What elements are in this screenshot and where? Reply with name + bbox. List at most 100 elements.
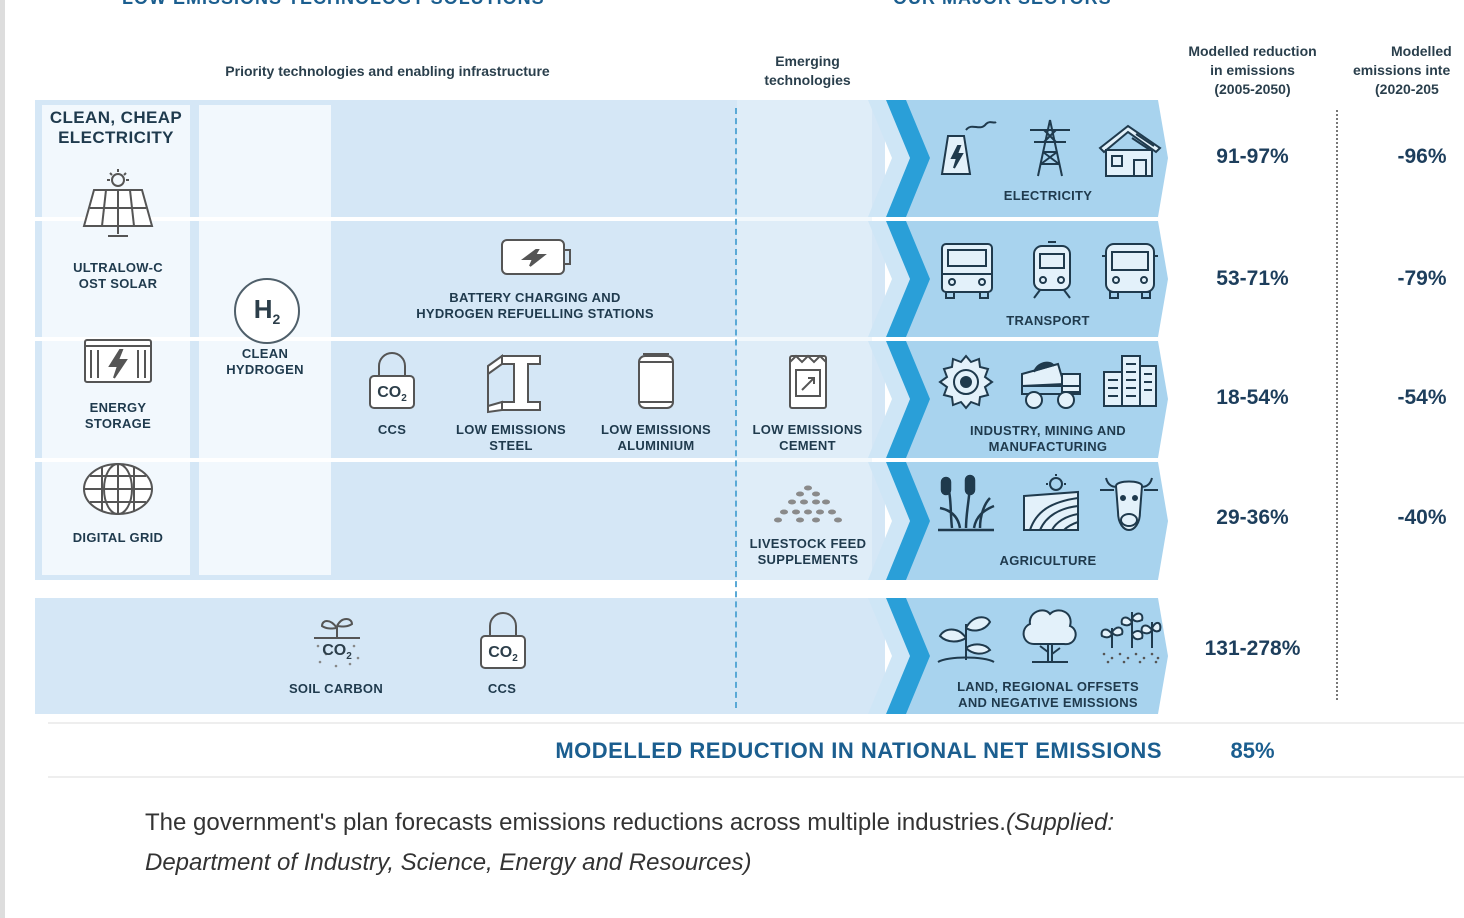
steel-beam-icon <box>484 352 546 414</box>
cement-label-line1: LOW EMISSIONS <box>752 422 863 437</box>
summary-bottom-rule <box>48 776 1464 778</box>
industry-label-line2: MANUFACTURING <box>988 439 1108 454</box>
storage-label-line1: ENERGY <box>89 400 147 415</box>
power-station-icon <box>936 118 998 178</box>
tree-icon <box>1018 604 1080 666</box>
reduction-land: 131-278% <box>1204 637 1301 660</box>
battery-label-line2: HYDROGEN REFUELLING STATIONS <box>416 306 654 321</box>
co2-lock-text: CO2 <box>370 384 414 404</box>
intensity-header-line3: (2020-205 <box>1375 81 1439 97</box>
clean-hydrogen-label: CLEAN HYDROGEN <box>199 346 331 378</box>
aluminium-label-line2: ALUMINIUM <box>617 438 695 453</box>
right-section-title: OUR MAJOR SECTORS <box>893 0 1112 9</box>
land-label-line1: LAND, REGIONAL OFFSETS <box>957 679 1139 694</box>
intensity-transport: -79% <box>1397 267 1447 290</box>
reduction-column-header: Modelled reduction in emissions (2005-20… <box>1170 42 1335 99</box>
co2-lock-text-land: CO2 <box>481 644 525 664</box>
solar-panel-icon <box>80 168 156 242</box>
hydrogen-label-line1: CLEAN <box>241 346 289 361</box>
co2-land-sub: 2 <box>512 653 518 665</box>
co2-land-main: CO <box>488 644 513 661</box>
clean-cheap-electricity-heading: CLEAN, CHEAP ELECTRICITY <box>42 108 190 148</box>
clean-cheap-line2: ELECTRICITY <box>58 128 174 147</box>
caption-text: The government's plan forecasts emission… <box>145 809 1006 836</box>
hydrogen-symbol: H <box>253 294 273 324</box>
battery-charging-icon <box>500 236 572 278</box>
caption-source-line1: (Supplied: <box>1005 809 1115 836</box>
reduction-electricity: 91-97% <box>1216 145 1289 168</box>
battery-charging-label: BATTERY CHARGING AND HYDROGEN REFUELLING… <box>390 290 680 322</box>
factory-buildings-icon <box>1100 352 1160 410</box>
reduction-transport: 53-71% <box>1216 267 1289 290</box>
steel-label-line2: STEEL <box>489 438 533 453</box>
cow-icon <box>1098 472 1160 534</box>
battery-label-line1: BATTERY CHARGING AND <box>449 290 621 305</box>
digital-grid-label: DIGITAL GRID <box>72 530 164 545</box>
low-emissions-cement-label: LOW EMISSIONS CEMENT <box>740 422 875 454</box>
cement-bag-icon <box>786 352 830 412</box>
train-icon <box>1030 240 1074 302</box>
page-left-border <box>0 0 5 918</box>
industry-label-line1: INDUSTRY, MINING AND <box>970 423 1126 438</box>
land-label-line2: AND NEGATIVE EMISSIONS <box>958 695 1138 710</box>
priority-column-header: Priority technologies and enabling infra… <box>225 63 550 79</box>
reduction-header-line3: (2005-2050) <box>1214 81 1291 97</box>
solar-label-line2: OST SOLAR <box>78 276 158 291</box>
caption-source-line2: Department of Industry, Science, Energy … <box>145 849 752 876</box>
seedling-icon <box>934 604 998 666</box>
left-section-title: LOW EMISSIONS TECHNOLOGY SOLUTIONS <box>122 0 545 9</box>
livestock-feed-label: LIVESTOCK FEED SUPPLEMENTS <box>738 536 878 568</box>
soil-co2-sub: 2 <box>346 651 352 663</box>
feed-label-line2: SUPPLEMENTS <box>757 552 859 567</box>
intensity-industry: -54% <box>1397 386 1447 409</box>
summary-top-rule <box>48 722 1464 724</box>
soil-co2-text: CO2 <box>316 642 358 662</box>
aluminium-can-icon <box>635 350 677 412</box>
farm-field-icon <box>1020 472 1082 534</box>
reduction-agriculture: 29-36% <box>1216 506 1289 529</box>
solar-house-icon <box>1096 120 1164 180</box>
table-divider <box>1336 110 1338 700</box>
land-technology-panel <box>35 598 885 714</box>
emerging-header-line1: Emerging <box>775 53 840 69</box>
hydrogen-icon: H2 <box>234 278 300 344</box>
crops-icon <box>1098 604 1162 666</box>
emerging-header-line2: technologies <box>764 72 851 88</box>
ccs-land-label: CCS <box>487 681 517 696</box>
gear-icon <box>936 352 996 412</box>
solar-label: ULTRALOW-C OST SOLAR <box>42 260 194 292</box>
emerging-column-header: Emerging technologies <box>740 52 875 90</box>
soil-carbon-icon <box>310 612 364 670</box>
intensity-column-header: Modelled emissions inte (2020-205 <box>1345 42 1464 99</box>
sector-electricity-label: ELECTRICITY <box>1003 188 1093 203</box>
sector-agriculture-label: AGRICULTURE <box>999 553 1097 568</box>
sector-transport-label: TRANSPORT <box>1006 313 1090 328</box>
row-separator-3 <box>35 458 1170 462</box>
truck-icon <box>938 240 996 302</box>
image-caption: The government's plan forecasts emission… <box>145 803 1345 883</box>
emerging-divider <box>735 108 737 708</box>
ccs-label: CCS <box>377 422 407 437</box>
summary-value: 85% <box>1230 738 1275 763</box>
reduction-header-line1: Modelled reduction <box>1188 43 1317 59</box>
low-emissions-steel-label: LOW EMISSIONS STEEL <box>446 422 576 454</box>
solar-label-line1: ULTRALOW-C <box>73 260 163 275</box>
bus-icon <box>1100 240 1160 302</box>
transmission-tower-icon <box>1026 118 1074 178</box>
co2-sub: 2 <box>401 393 407 405</box>
intensity-header-line2: emissions inte <box>1353 62 1451 78</box>
aluminium-label-line1: LOW EMISSIONS <box>600 422 712 437</box>
row-separator-1 <box>35 217 1170 221</box>
storage-label-line2: STORAGE <box>84 416 152 431</box>
soil-co2-main: CO <box>322 642 347 659</box>
intensity-agriculture: -40% <box>1397 506 1447 529</box>
intensity-electricity: -96% <box>1397 145 1447 168</box>
sector-land-label: LAND, REGIONAL OFFSETS AND NEGATIVE EMIS… <box>930 679 1166 711</box>
sector-industry-label: INDUSTRY, MINING AND MANUFACTURING <box>930 423 1166 455</box>
battery-storage-icon <box>82 336 154 386</box>
cement-label-line2: CEMENT <box>779 438 836 453</box>
row-separator-2 <box>35 337 1170 341</box>
wetland-plants-icon <box>936 472 996 534</box>
soil-carbon-label: SOIL CARBON <box>288 681 384 696</box>
mining-truck-icon <box>1018 354 1084 410</box>
